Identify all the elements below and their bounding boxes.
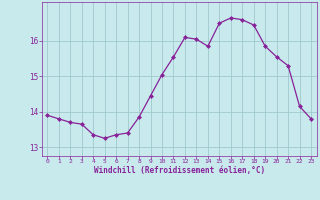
- X-axis label: Windchill (Refroidissement éolien,°C): Windchill (Refroidissement éolien,°C): [94, 166, 265, 175]
